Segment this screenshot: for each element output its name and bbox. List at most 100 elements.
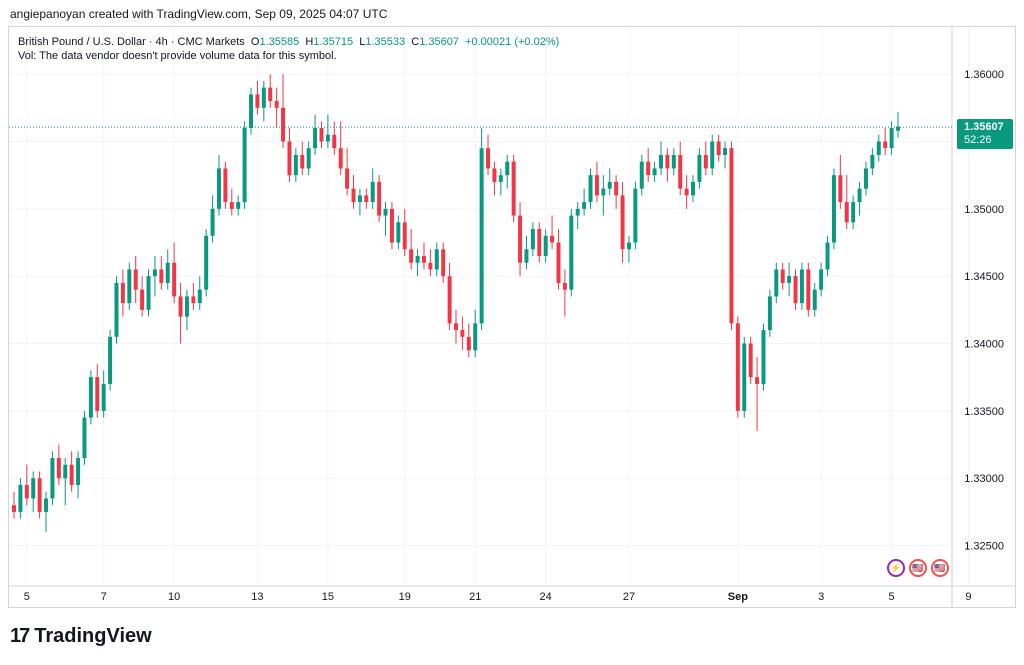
dividend-icon[interactable]: ⚡ xyxy=(887,559,905,577)
candle-down xyxy=(191,282,196,310)
candle-body xyxy=(319,128,324,142)
candle-body xyxy=(133,269,138,290)
low-label: L xyxy=(359,36,366,48)
candle-up xyxy=(197,276,202,310)
candle-up xyxy=(831,168,836,250)
time-tick-label: 24 xyxy=(540,591,552,603)
candle-body xyxy=(396,222,401,243)
event-markers: ⚡ 🇺🇸 🇺🇸 xyxy=(887,559,949,577)
candle-body xyxy=(191,296,196,304)
candle-body xyxy=(95,377,100,411)
candle-down xyxy=(133,255,138,304)
candle-body xyxy=(614,181,619,196)
candle-body xyxy=(498,175,503,182)
candle-up xyxy=(82,410,87,465)
candle-body xyxy=(69,464,74,485)
us-flag-icon[interactable]: 🇺🇸 xyxy=(909,559,927,577)
candle-up xyxy=(306,141,311,176)
candle-body xyxy=(582,202,587,209)
candle-up xyxy=(434,242,439,277)
symbol-title[interactable]: British Pound / U.S. Dollar · 4h · CMC M… xyxy=(18,36,245,48)
candle-up xyxy=(370,168,375,209)
candle-body xyxy=(710,141,715,169)
candle-body xyxy=(588,175,593,203)
candle-up xyxy=(505,154,510,189)
candle-up xyxy=(114,276,119,344)
candle-down xyxy=(56,444,61,485)
candle-body xyxy=(140,289,145,310)
last-price-value: 1.35607 xyxy=(964,121,1004,133)
candle-down xyxy=(454,309,458,344)
candle-down xyxy=(780,262,785,290)
candle-body xyxy=(511,161,516,216)
candle-down xyxy=(844,175,849,230)
time-tick-label: 10 xyxy=(168,591,180,603)
candle-body xyxy=(325,134,330,142)
candle-body xyxy=(428,262,433,270)
candle-down xyxy=(351,175,356,209)
candle-body xyxy=(101,383,106,411)
candle-body xyxy=(703,154,708,169)
price-tick-label: 1.34000 xyxy=(964,339,1004,351)
candle-up xyxy=(473,309,478,358)
candle-down xyxy=(159,255,164,290)
candle-down xyxy=(748,336,753,384)
candle-up xyxy=(671,148,676,176)
candle-up xyxy=(697,148,702,189)
candle-down xyxy=(24,464,29,506)
candle-up xyxy=(626,235,631,263)
candle-down xyxy=(729,141,734,331)
candle-up xyxy=(787,262,792,297)
chart-grid xyxy=(9,27,969,586)
price-tick-label: 1.34500 xyxy=(964,271,1004,283)
candle-body xyxy=(735,323,740,411)
candle-down xyxy=(255,80,260,115)
candle-body xyxy=(357,195,362,203)
candle-body xyxy=(601,188,606,196)
tradingview-logo[interactable]: 17 TradingView xyxy=(10,625,152,648)
candle-down xyxy=(223,161,228,209)
us-flag-icon[interactable]: 🇺🇸 xyxy=(931,559,949,577)
candle-body xyxy=(216,168,221,209)
candle-up xyxy=(261,80,266,122)
candle-down xyxy=(172,242,177,304)
candle-body xyxy=(184,296,189,317)
chart-legend: British Pound / U.S. Dollar · 4h · CMC M… xyxy=(18,34,559,50)
candle-body xyxy=(658,154,663,169)
candle-down xyxy=(518,202,523,277)
candle-down xyxy=(319,121,324,149)
candle-body xyxy=(620,195,625,250)
candle-down xyxy=(466,323,471,358)
candle-body xyxy=(370,181,375,203)
candle-body xyxy=(146,276,151,310)
candle-body xyxy=(210,208,215,236)
candle-body xyxy=(755,377,760,384)
high-value: 1.35715 xyxy=(313,36,354,48)
candle-down xyxy=(281,74,286,149)
last-price-badge: 1.35607 52:26 xyxy=(957,119,1013,149)
candle-down xyxy=(402,208,407,256)
open-value: 1.35585 xyxy=(259,36,300,48)
candle-body xyxy=(819,269,824,290)
candle-down xyxy=(492,161,497,196)
candle-down xyxy=(883,128,888,155)
candle-body xyxy=(50,458,55,499)
candle-up xyxy=(18,478,23,519)
candle-up xyxy=(210,195,215,243)
candle-up xyxy=(325,114,330,149)
candle-body xyxy=(402,222,407,250)
candle-up xyxy=(44,491,49,533)
chart-frame[interactable] xyxy=(8,26,1016,608)
candle-up xyxy=(236,195,241,216)
candle-up xyxy=(710,134,715,176)
candle-body xyxy=(524,249,529,263)
candle-up xyxy=(357,188,362,216)
candle-up xyxy=(799,262,804,310)
candle-body xyxy=(537,229,542,256)
candles xyxy=(12,74,900,533)
candle-body xyxy=(236,202,241,209)
price-axis: 1.32500 1.33000 1.33500 1.34000 1.34500 1.350… xyxy=(951,27,1004,607)
candle-up xyxy=(639,154,644,196)
candle-down xyxy=(716,134,721,162)
